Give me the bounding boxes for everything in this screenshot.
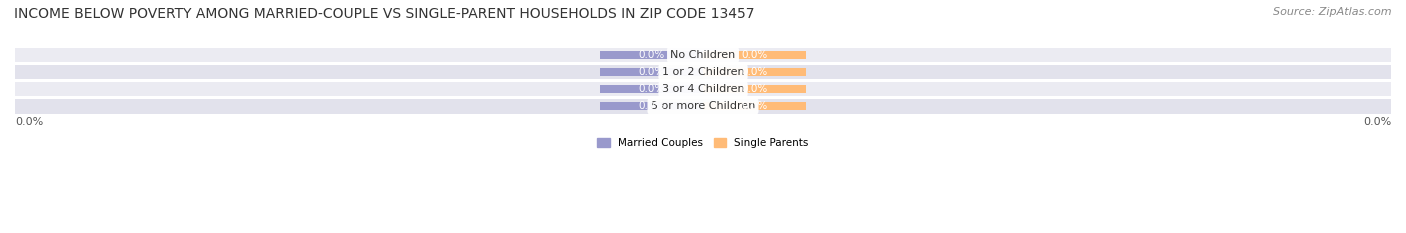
Bar: [703, 68, 806, 76]
Text: 0.0%: 0.0%: [741, 67, 768, 77]
Text: No Children: No Children: [671, 50, 735, 60]
Text: 1 or 2 Children: 1 or 2 Children: [662, 67, 744, 77]
Bar: [15, 65, 1391, 79]
Text: 0.0%: 0.0%: [638, 50, 665, 60]
Text: 0.0%: 0.0%: [1362, 117, 1391, 127]
Text: 0.0%: 0.0%: [741, 50, 768, 60]
Text: 3 or 4 Children: 3 or 4 Children: [662, 84, 744, 94]
Text: 0.0%: 0.0%: [638, 67, 665, 77]
Bar: [15, 99, 1391, 113]
Text: 0.0%: 0.0%: [638, 84, 665, 94]
Bar: [600, 51, 703, 59]
Text: 5 or more Children: 5 or more Children: [651, 101, 755, 111]
Legend: Married Couples, Single Parents: Married Couples, Single Parents: [593, 134, 813, 152]
Bar: [15, 48, 1391, 62]
Text: Source: ZipAtlas.com: Source: ZipAtlas.com: [1274, 7, 1392, 17]
Text: 0.0%: 0.0%: [638, 101, 665, 111]
Bar: [15, 82, 1391, 96]
Text: 0.0%: 0.0%: [741, 84, 768, 94]
Bar: [703, 85, 806, 93]
Bar: [600, 103, 703, 110]
Bar: [600, 85, 703, 93]
Bar: [600, 68, 703, 76]
Text: INCOME BELOW POVERTY AMONG MARRIED-COUPLE VS SINGLE-PARENT HOUSEHOLDS IN ZIP COD: INCOME BELOW POVERTY AMONG MARRIED-COUPL…: [14, 7, 755, 21]
Bar: [703, 51, 806, 59]
Text: 0.0%: 0.0%: [741, 101, 768, 111]
Text: 0.0%: 0.0%: [15, 117, 44, 127]
Bar: [703, 103, 806, 110]
